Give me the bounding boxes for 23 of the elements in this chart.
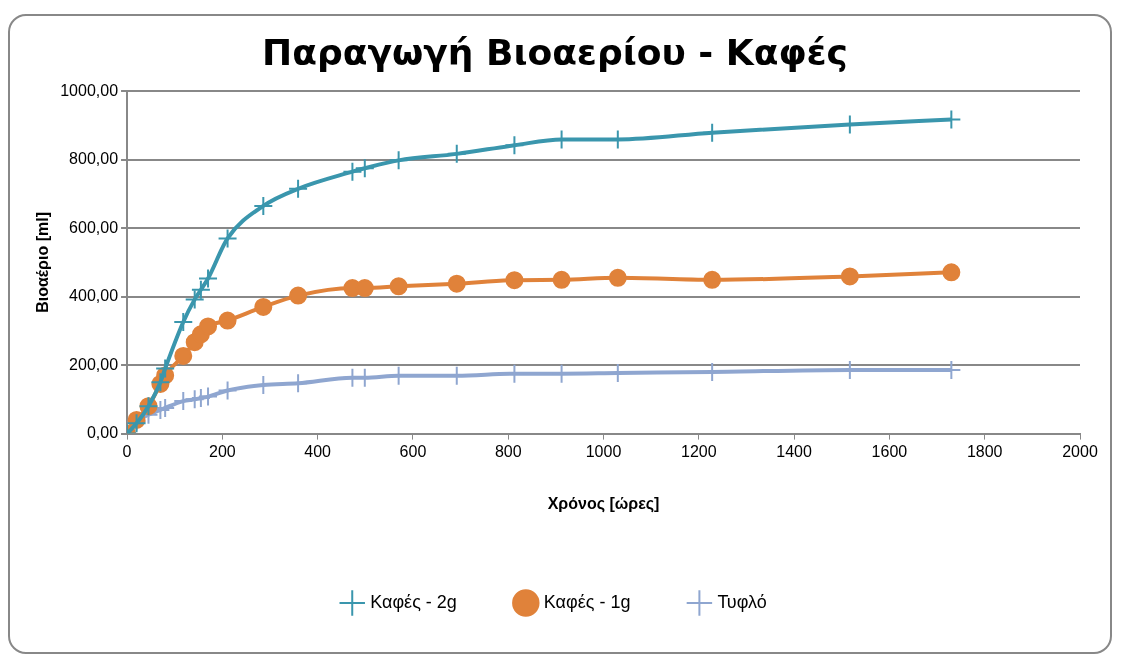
x-tick-label: 1600 xyxy=(871,442,908,460)
x-tick-label: 2000 xyxy=(1062,442,1098,460)
legend-label: Καφές - 2g xyxy=(370,591,457,612)
x-tick-label: 1400 xyxy=(776,442,813,460)
x-tick-label: 1800 xyxy=(966,442,1003,460)
x-tick-label: 600 xyxy=(399,442,427,460)
y-tick-label: 800,00 xyxy=(69,150,119,168)
x-axis-title: Χρόνος [ώρες] xyxy=(547,494,660,513)
x-tick-label: 200 xyxy=(208,442,236,460)
legend-label: Τυφλό xyxy=(717,591,767,612)
y-tick-label: 600,00 xyxy=(69,218,119,236)
legend-label: Καφές - 1g xyxy=(543,591,631,612)
x-tick-label: 1000 xyxy=(585,442,622,460)
x-tick-label: 0 xyxy=(122,442,132,460)
y-tick-label: 400,00 xyxy=(69,287,119,305)
chart-title: Παραγωγή Βιοαερίου - Καφές xyxy=(262,31,848,73)
y-axis-title: Βιοαέριο [ml] xyxy=(34,212,52,313)
y-tick-label: 1000,00 xyxy=(60,81,119,99)
x-tick-label: 400 xyxy=(304,442,332,460)
y-tick-label: 200,00 xyxy=(69,355,119,373)
y-tick-label: 0,00 xyxy=(86,424,119,442)
x-tick-label: 800 xyxy=(494,442,522,460)
x-tick-label: 1200 xyxy=(681,442,717,460)
